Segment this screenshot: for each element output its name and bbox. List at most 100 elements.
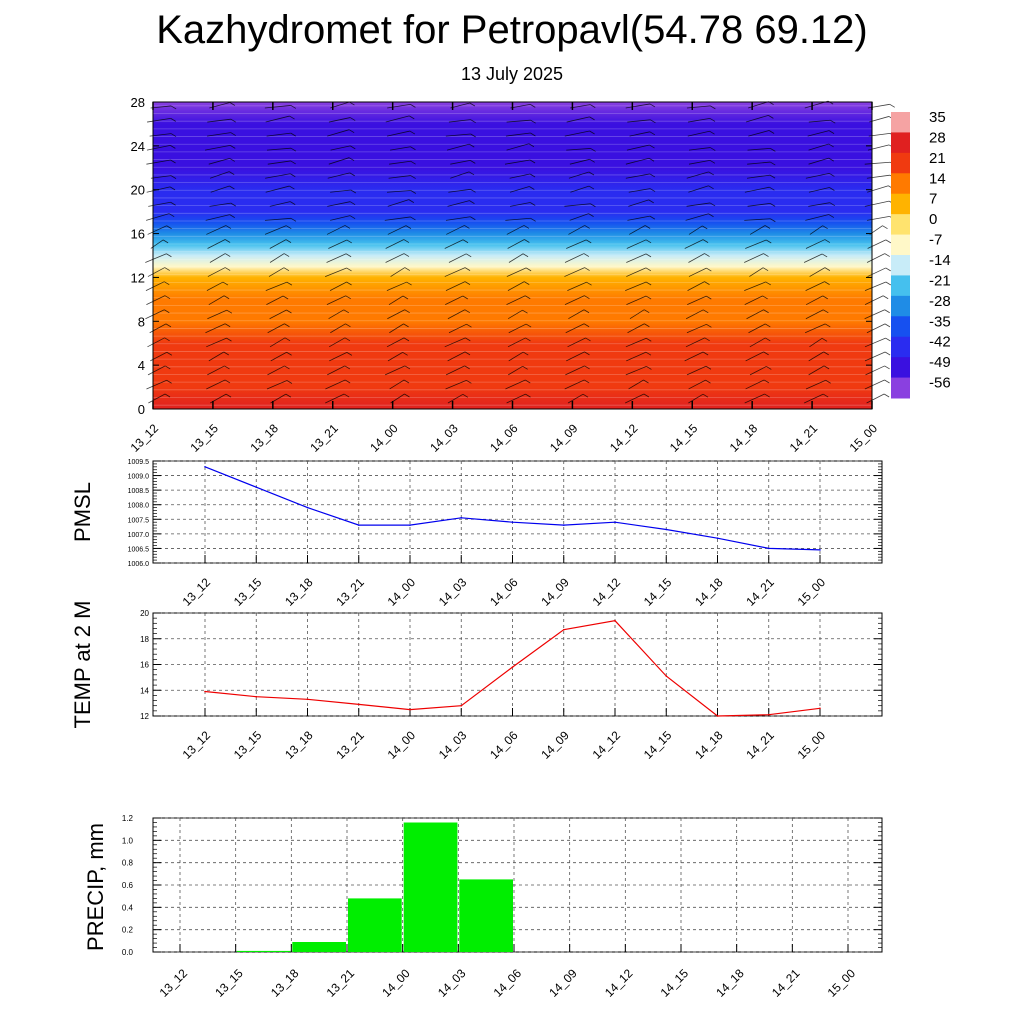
wind-barb-flag	[588, 185, 595, 190]
y-tick-label: 1.2	[122, 814, 134, 823]
wind-barb-flag	[349, 101, 355, 106]
wind-barb-flag	[470, 119, 476, 124]
wind-barb	[330, 189, 351, 193]
colorbar-segment	[891, 357, 910, 379]
wind-barb	[207, 132, 231, 137]
x-tick-label: 14_00	[385, 575, 419, 609]
wind-barb-flag	[648, 157, 655, 162]
wind-barb-flag	[643, 393, 650, 398]
wind-barb-flag	[403, 379, 410, 384]
data-point	[511, 521, 514, 523]
y-tick-label: 28	[131, 95, 145, 110]
wind-barb-flag	[470, 133, 476, 138]
wind-barb-flag	[230, 202, 237, 207]
wind-barb	[444, 337, 466, 348]
wind-barb-flag	[166, 351, 173, 356]
wind-barb	[865, 365, 885, 376]
wind-barb-flag	[404, 393, 410, 398]
x-tick-label: 14_00	[379, 966, 413, 1000]
wind-barb	[268, 267, 285, 277]
wind-barb-flag	[229, 171, 235, 175]
y-tick-label: 1.0	[122, 836, 134, 845]
colorbar-segment	[891, 336, 910, 358]
data-point	[768, 547, 770, 550]
data-point	[819, 707, 821, 710]
wind-barb-flag	[828, 130, 835, 134]
wind-barb-flag	[289, 115, 295, 120]
wind-barb-flag	[465, 337, 471, 342]
y-tick-label: 16	[131, 227, 145, 242]
wind-barb	[385, 253, 405, 263]
colorbar-segment	[891, 152, 910, 174]
wind-barb-flag	[410, 175, 416, 179]
y-tick-label: 0.6	[122, 881, 134, 890]
wind-barb	[269, 309, 287, 320]
wind-barb	[866, 323, 886, 334]
wind-barb	[269, 239, 287, 249]
wind-barb	[808, 119, 831, 123]
wind-barb	[749, 337, 766, 348]
wind-barb	[146, 159, 171, 165]
wind-barb-flag	[589, 116, 595, 121]
wind-barb	[627, 215, 650, 221]
wind-barb	[389, 323, 404, 334]
wind-barb	[266, 147, 292, 151]
wind-barb-flag	[403, 239, 410, 243]
wind-barb	[204, 144, 231, 151]
wind-barb	[389, 379, 405, 390]
x-tick-label: 14_12	[607, 421, 641, 455]
wind-barb-flag	[346, 267, 352, 272]
wind-barb	[808, 143, 829, 151]
x-tick-label: 14_03	[436, 575, 470, 609]
wind-barb	[625, 366, 647, 376]
y-tick-label: 0.2	[122, 926, 134, 935]
colorbar: 35 28 21 14 7 0 -7 -14 -21 -28 -35 -42 -49 -56	[891, 109, 951, 399]
wind-barb	[746, 174, 771, 179]
wind-barb-flag	[283, 267, 290, 272]
wind-barb	[145, 281, 165, 291]
x-tick-label: 14_03	[427, 421, 461, 455]
wind-barb-flag	[882, 295, 889, 300]
wind-barb-flag	[469, 143, 475, 148]
wind-barb	[328, 309, 345, 320]
wind-barb-flag	[468, 171, 475, 176]
x-tick-label: 14_06	[491, 966, 525, 1000]
wind-barb	[387, 225, 407, 235]
wind-barb-flag	[529, 186, 535, 190]
wind-barb-flag	[589, 130, 595, 135]
wind-barb	[625, 393, 645, 404]
wind-barb	[386, 337, 405, 348]
wind-barb-flag	[343, 309, 350, 314]
wind-barb	[147, 225, 167, 235]
x-tick-label: 13_18	[268, 966, 302, 1000]
wind-barb-flag	[645, 239, 652, 244]
wind-barb-flag	[403, 337, 410, 342]
wind-barb	[505, 379, 526, 390]
x-tick-label: 13_21	[307, 421, 341, 455]
x-tick-label: 13_15	[231, 575, 265, 609]
wind-barb	[147, 337, 165, 348]
wind-barb	[686, 171, 709, 179]
wind-barb-flag	[525, 393, 531, 398]
wind-barb	[803, 253, 823, 263]
wind-barb	[327, 201, 351, 207]
colorbar-label: -14	[929, 252, 951, 269]
wind-barb	[508, 323, 527, 334]
wind-barb	[447, 309, 465, 320]
wind-barb-flag	[584, 267, 590, 271]
wind-barb-flag	[170, 175, 177, 179]
wind-barb-flag	[290, 105, 297, 109]
x-tick-label: 14_12	[590, 728, 624, 762]
wind-barb-flag	[346, 281, 352, 286]
wind-barb	[505, 132, 531, 137]
wind-barb-flag	[462, 295, 469, 300]
wind-barb-flag	[223, 351, 229, 356]
wind-barb-flag	[410, 146, 416, 151]
wind-barb	[565, 323, 585, 334]
wind-barb	[864, 337, 886, 348]
wind-barb-flag	[165, 365, 171, 370]
wind-barb	[569, 213, 589, 221]
data-point	[255, 486, 258, 489]
wind-barb-flag	[462, 239, 469, 244]
wind-barb	[328, 239, 347, 249]
